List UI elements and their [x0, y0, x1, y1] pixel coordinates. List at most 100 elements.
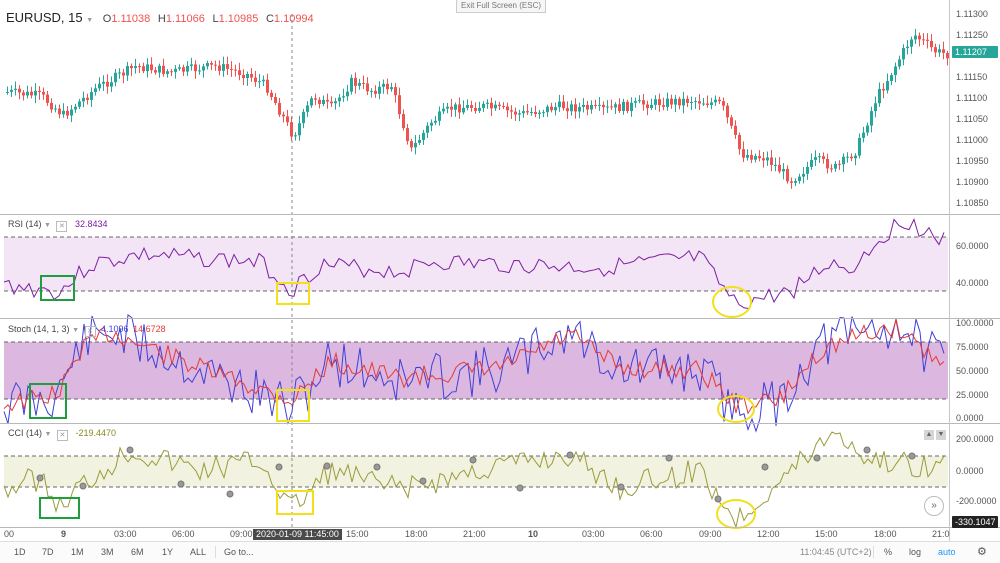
close-value: 1.10994 — [273, 13, 314, 25]
candle-body — [386, 83, 389, 90]
candle-body — [26, 91, 29, 96]
green-box-cci — [39, 497, 80, 519]
candle-body — [922, 39, 925, 41]
cci-point — [126, 446, 134, 454]
candle-body — [514, 111, 517, 115]
candle-body — [478, 107, 481, 111]
candle-body — [98, 83, 101, 89]
percent-toggle[interactable]: % — [884, 547, 893, 557]
candle-body — [158, 65, 161, 73]
candle-body — [606, 106, 609, 108]
candle-body — [690, 102, 693, 104]
candle-body — [506, 106, 509, 111]
pane-divider[interactable] — [0, 214, 1000, 215]
range-1y-button[interactable]: 1Y — [162, 547, 174, 557]
cci-tick: 0.0000 — [956, 466, 984, 476]
candle-body — [542, 112, 545, 114]
cci-tick: 200.0000 — [956, 434, 994, 444]
price-tick: 1.11300 — [956, 9, 988, 19]
range-3m-button[interactable]: 3M — [101, 547, 114, 557]
candle-body — [790, 181, 793, 183]
chevron-down-icon[interactable]: ▼ — [44, 431, 52, 438]
close-icon[interactable]: ✕ — [56, 430, 68, 441]
move-up-icon[interactable]: ▲ — [924, 430, 934, 440]
time-tick: 15:00 — [815, 529, 838, 539]
time-tick: 15:00 — [346, 529, 369, 539]
candle-body — [574, 104, 577, 112]
stoch-d-value: 14.6728 — [133, 324, 166, 334]
candle-body — [334, 101, 337, 104]
candle-body — [34, 90, 37, 96]
stoch-title[interactable]: Stoch (14, 1, 3) — [8, 324, 70, 334]
cci-point — [373, 463, 381, 471]
rsi-line — [3, 218, 945, 310]
stoch-k-value: 4.1096 — [101, 324, 129, 334]
time-tick: 00 — [4, 529, 15, 539]
candle-body — [826, 158, 829, 169]
chevron-down-icon[interactable]: ▼ — [86, 17, 94, 24]
chevron-down-icon[interactable]: ▼ — [44, 222, 51, 229]
candle-body — [686, 98, 689, 103]
candle-body — [86, 97, 89, 100]
candle-body — [870, 111, 873, 126]
candle-body — [402, 114, 405, 129]
candle-body — [942, 49, 945, 53]
range-1m-button[interactable]: 1M — [71, 547, 84, 557]
candle-body — [178, 67, 181, 69]
yellow-ellipse-rsi — [712, 286, 752, 318]
candle-body — [366, 83, 369, 92]
close-icon[interactable]: ✕ — [84, 326, 96, 337]
candle-body — [498, 104, 501, 107]
pane-divider[interactable] — [0, 423, 1000, 424]
candle-body — [642, 100, 645, 105]
price-tick: 1.10900 — [956, 177, 989, 187]
candle-body — [326, 99, 329, 102]
candle-body — [538, 112, 541, 115]
time-tick: 06:00 — [172, 529, 195, 539]
candle-body — [286, 116, 289, 123]
cci-point — [79, 482, 87, 490]
symbol-name[interactable]: EURUSD, 15 — [6, 10, 83, 25]
time-tick: 03:00 — [582, 529, 605, 539]
stoch-legend[interactable]: Stoch (14, 1, 3) ▼ ✕ 4.1096 14.6728 — [8, 324, 166, 337]
log-toggle[interactable]: log — [909, 547, 922, 557]
candle-body — [462, 107, 465, 113]
pane-divider[interactable] — [0, 318, 1000, 319]
scroll-to-realtime-button[interactable]: » — [924, 496, 944, 516]
cci-title[interactable]: CCI (14) — [8, 428, 43, 438]
time-axis[interactable]: 00 9 03:00 06:00 09:00 15:00 18:00 21:00… — [0, 527, 1000, 541]
candle-body — [602, 104, 605, 108]
auto-toggle[interactable]: auto — [938, 547, 956, 557]
candle-body — [902, 48, 905, 60]
exit-fullscreen-button[interactable]: Exit Full Screen (ESC) — [456, 0, 546, 13]
move-down-icon[interactable]: ▼ — [936, 430, 946, 440]
candle-body — [262, 79, 265, 82]
candle-body — [350, 77, 353, 92]
close-icon[interactable]: ✕ — [56, 221, 68, 232]
candle-body — [594, 104, 597, 106]
range-all-button[interactable]: ALL — [190, 547, 207, 557]
rsi-legend[interactable]: RSI (14) ▼ ✕ 32.8434 — [8, 219, 108, 232]
goto-button[interactable]: Go to... — [224, 547, 254, 557]
candle-body — [398, 95, 401, 115]
candle-body — [106, 81, 109, 87]
cci-legend[interactable]: CCI (14) ▼ ✕ -219.4470 — [8, 428, 116, 441]
candle-body — [70, 109, 73, 116]
chevron-down-icon[interactable]: ▼ — [72, 327, 79, 334]
range-6m-button[interactable]: 6M — [131, 547, 144, 557]
pane-divider — [0, 527, 1000, 528]
candle-body — [114, 72, 117, 83]
candle-body — [322, 99, 325, 105]
rsi-title[interactable]: RSI (14) — [8, 219, 42, 229]
candle-body — [318, 99, 321, 105]
candle-body — [582, 104, 585, 107]
candle-body — [10, 89, 13, 92]
candle-body — [546, 106, 549, 113]
candle-body — [866, 125, 869, 133]
gear-icon[interactable]: ⚙ — [977, 546, 987, 558]
range-7d-button[interactable]: 7D — [42, 547, 54, 557]
candle-body — [522, 111, 525, 114]
range-1d-button[interactable]: 1D — [14, 547, 26, 557]
symbol-legend[interactable]: EURUSD, 15 ▼ O1.11038 H1.11066 L1.10985 … — [6, 10, 314, 25]
